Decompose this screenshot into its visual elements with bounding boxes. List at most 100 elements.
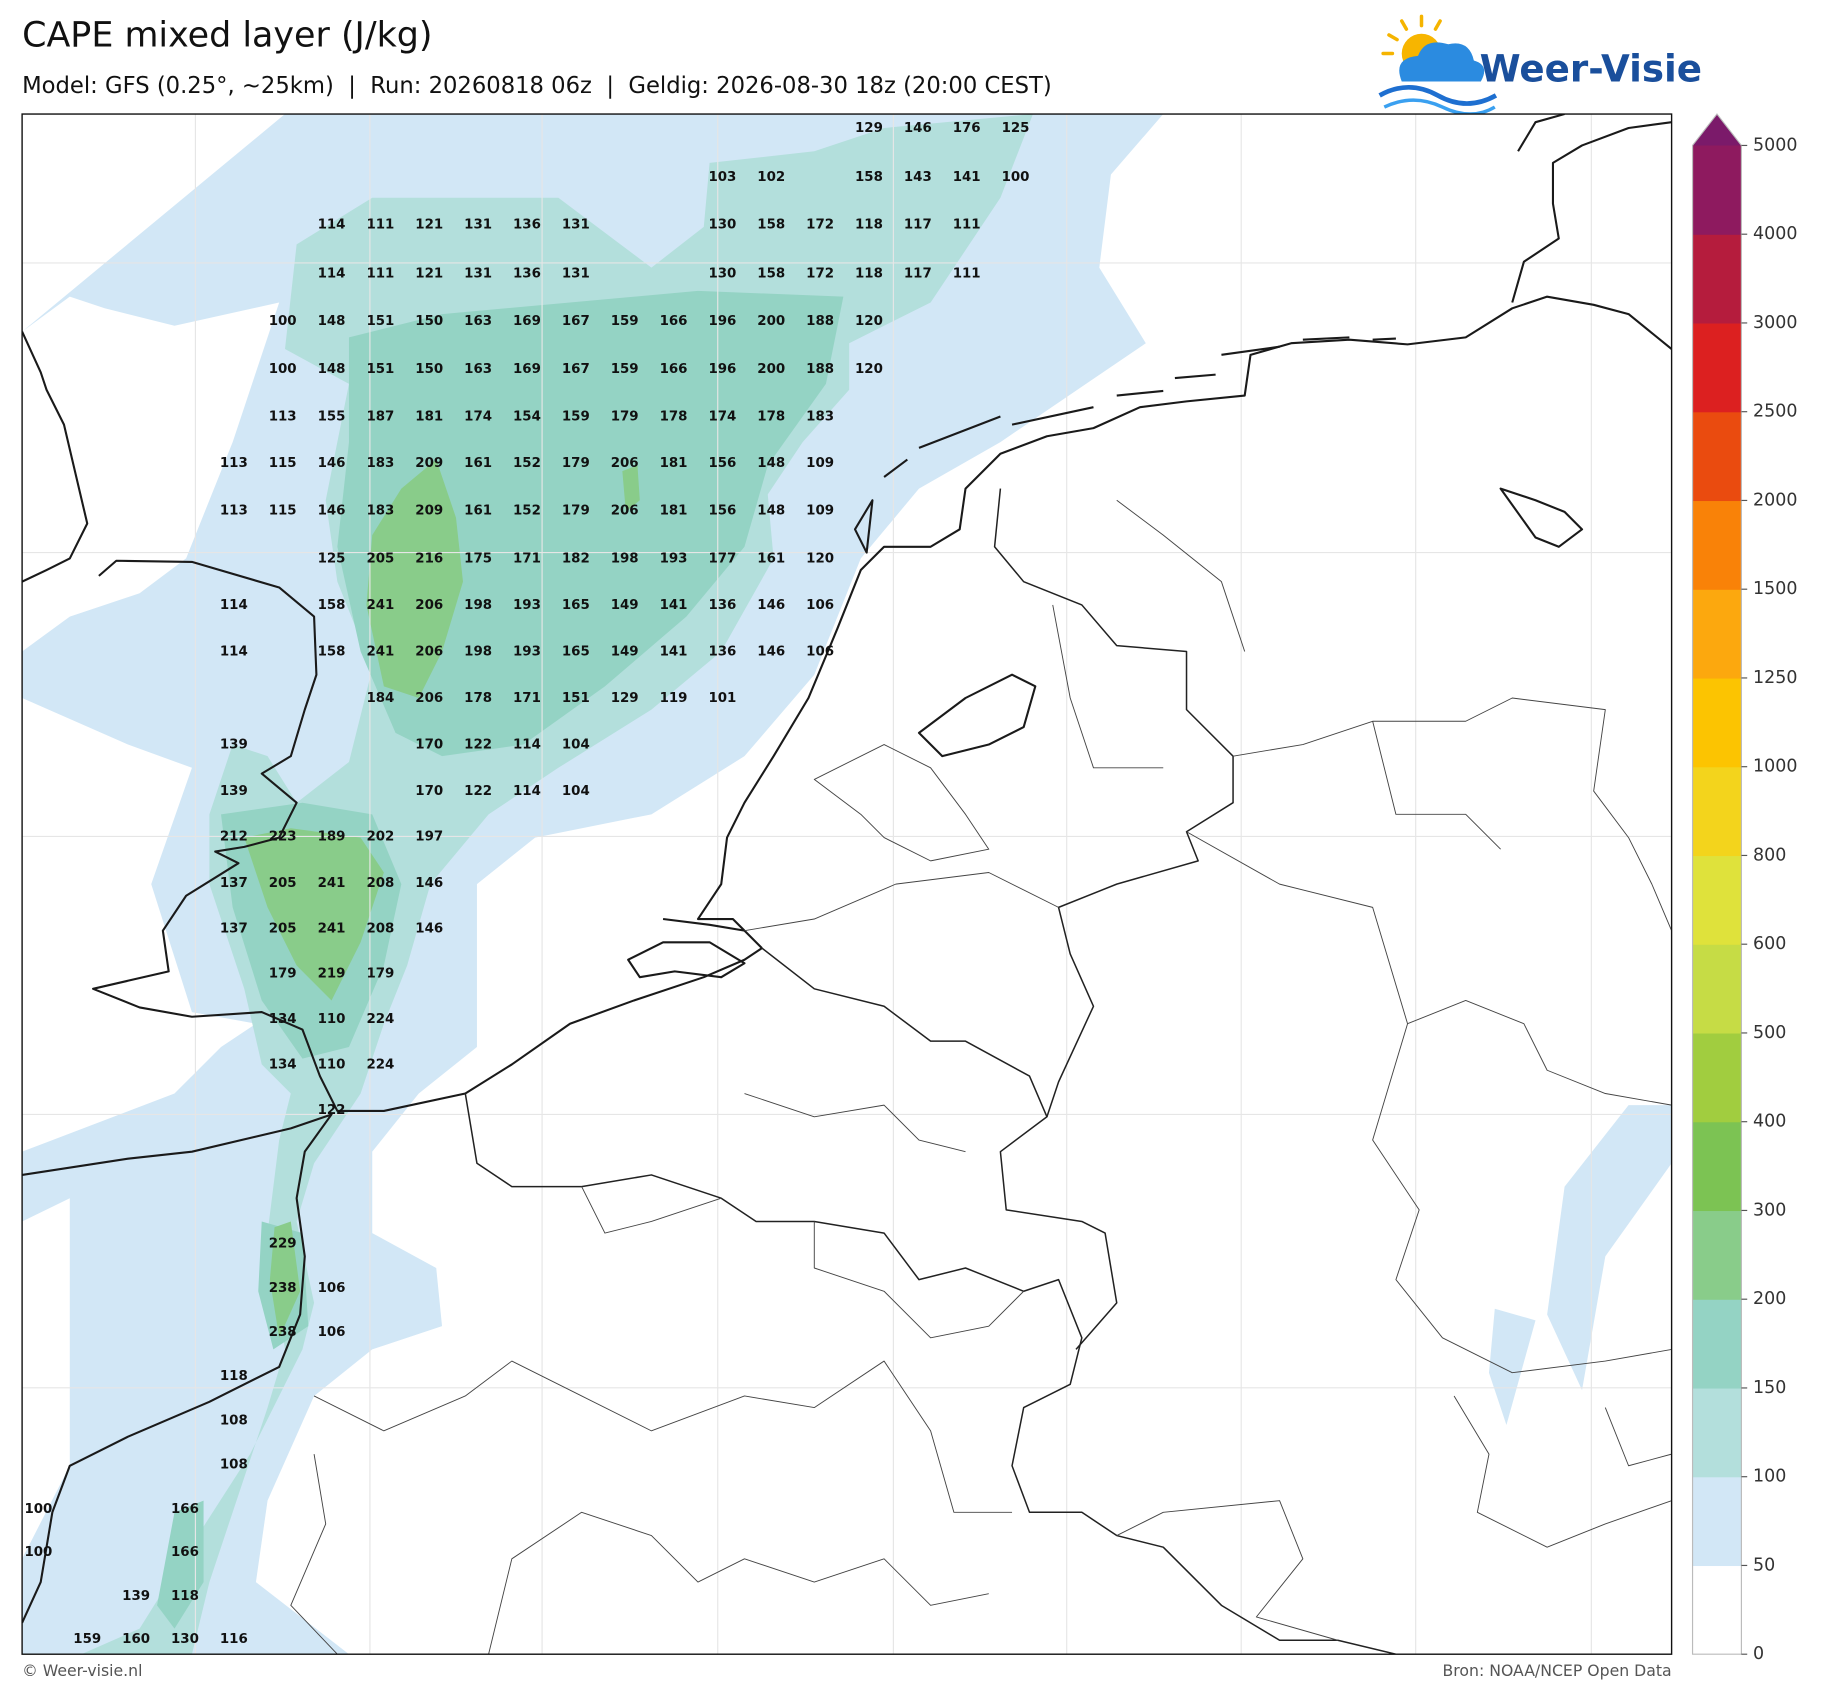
- cape-value: 136: [513, 218, 541, 233]
- cape-value: 115: [269, 456, 297, 471]
- cape-value: 130: [708, 266, 736, 281]
- state-border: [744, 499, 1246, 932]
- cape-50-100: [22, 114, 1164, 1655]
- cape-value: 130: [171, 1632, 199, 1647]
- island-coast: [853, 336, 1396, 554]
- colorbar-extension: [1692, 114, 1742, 146]
- state-border: [1186, 831, 1672, 1374]
- cape-value: 148: [757, 504, 785, 519]
- cape-value: 146: [757, 598, 785, 613]
- cape-value: 146: [415, 876, 443, 891]
- cape-value: 102: [757, 170, 785, 185]
- cape-value: 136: [708, 644, 736, 659]
- cape-value: 183: [806, 409, 834, 424]
- cape-value: 178: [660, 409, 688, 424]
- colorbar-tick-label: 1500: [1753, 579, 1797, 599]
- cape-value: 181: [660, 456, 688, 471]
- cape-value: 176: [953, 121, 981, 136]
- state-border: [1232, 697, 1672, 1106]
- cape-value: 198: [464, 598, 492, 613]
- cape-value: 111: [953, 218, 981, 233]
- logo-wave: [1378, 84, 1498, 106]
- colorbar-tick-label: 2000: [1753, 490, 1797, 510]
- colorbar-tick-label: 1250: [1753, 668, 1797, 688]
- value-labels: 129 146 176 125 103 102 158 143 141 100 114 111 121 1…: [24, 121, 1029, 1647]
- state-border: [813, 744, 990, 862]
- cape-value: 111: [366, 218, 394, 233]
- cape-value: 106: [806, 644, 834, 659]
- colorbar-bin: [1692, 855, 1742, 945]
- cape-value: 134: [269, 1012, 297, 1027]
- cape-value: 125: [318, 551, 346, 566]
- cape-value: 193: [513, 598, 541, 613]
- cape-value: 196: [708, 362, 736, 377]
- colorbar-tick-label: 800: [1753, 845, 1786, 865]
- cape-value: 179: [269, 967, 297, 982]
- colorbar-bin: [1692, 1121, 1742, 1212]
- cape-value: 159: [562, 409, 590, 424]
- state-border: [1116, 1395, 1672, 1641]
- cape-value: 143: [904, 170, 932, 185]
- cape-value: 182: [562, 551, 590, 566]
- cape-value: 125: [1002, 121, 1030, 136]
- cape-value: 212: [220, 829, 248, 844]
- cape-value: 208: [366, 921, 394, 936]
- island-coast: [1499, 487, 1584, 548]
- cape-value: 104: [562, 784, 590, 799]
- cape-value: 139: [220, 784, 248, 799]
- cape-value: 114: [220, 598, 248, 613]
- colorbar-bin: [1692, 677, 1742, 768]
- cape-value: 178: [464, 691, 492, 706]
- cape-value: 206: [611, 456, 639, 471]
- cape-value: 121: [415, 266, 443, 281]
- cape-value: 198: [611, 551, 639, 566]
- cape-value: 193: [660, 551, 688, 566]
- cape-value: 122: [464, 738, 492, 753]
- cape-value: 197: [415, 829, 443, 844]
- cape-value: 241: [366, 644, 394, 659]
- cape-value: 224: [366, 1057, 394, 1072]
- colorbar-bin: [1692, 1387, 1742, 1478]
- cape-value: 149: [611, 644, 639, 659]
- cape-150-200: [157, 290, 844, 1629]
- state-border: [290, 1360, 1013, 1655]
- cape-value: 146: [415, 921, 443, 936]
- colorbar-bin: [1692, 500, 1742, 590]
- cape-value: 163: [464, 362, 492, 377]
- cape-value: 181: [415, 409, 443, 424]
- cape-value: 120: [806, 551, 834, 566]
- cape-value: 174: [464, 409, 492, 424]
- cape-value: 136: [513, 266, 541, 281]
- cape-value: 189: [318, 829, 346, 844]
- cape-value: 148: [757, 456, 785, 471]
- coastline: [22, 331, 89, 583]
- cape-value: 171: [513, 691, 541, 706]
- cape-value: 129: [855, 121, 883, 136]
- cape-value: 110: [318, 1057, 346, 1072]
- cape-value: 178: [757, 409, 785, 424]
- cape-value: 161: [757, 551, 785, 566]
- colorbar-tick-label: 0: [1753, 1644, 1764, 1664]
- borders: [464, 488, 1397, 1655]
- cape-value: 172: [806, 266, 834, 281]
- cape-value: 188: [806, 314, 834, 329]
- cape-value: 206: [415, 691, 443, 706]
- cape-value: 100: [269, 314, 297, 329]
- colorbar-tick-label: 1000: [1753, 757, 1797, 777]
- cape-value: 206: [611, 504, 639, 519]
- cape-value: 224: [366, 1012, 394, 1027]
- colorbar-bin: [1692, 1032, 1742, 1123]
- cape-value: 209: [415, 504, 443, 519]
- cape-value: 196: [708, 314, 736, 329]
- coastline: [1511, 114, 1672, 303]
- cape-50-100: [1488, 1105, 1672, 1426]
- cape-value: 160: [122, 1632, 150, 1647]
- colorbar-bin: [1692, 322, 1742, 413]
- cape-value: 108: [220, 1458, 248, 1473]
- cape-value: 137: [220, 876, 248, 891]
- cape-value: 106: [318, 1281, 346, 1296]
- cape-value: 241: [318, 876, 346, 891]
- map-frame: [21, 113, 1673, 1655]
- cape-value: 198: [464, 644, 492, 659]
